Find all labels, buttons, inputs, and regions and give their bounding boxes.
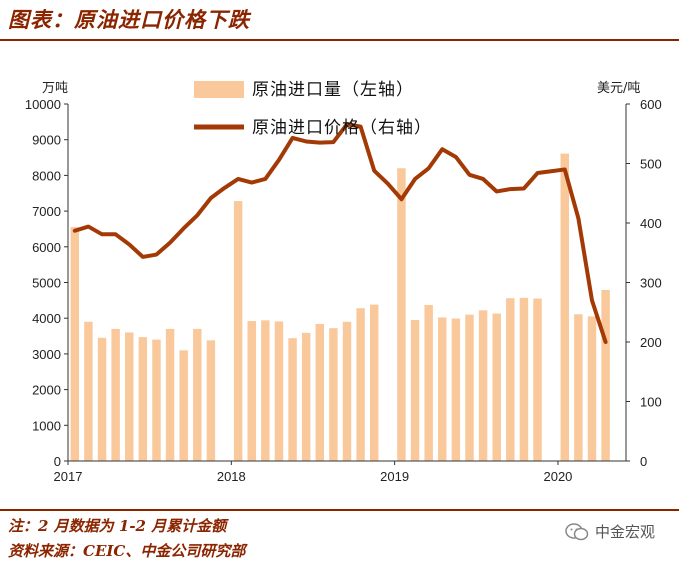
legend-swatch-bar: [194, 81, 244, 98]
right-tick-label: 400: [640, 216, 662, 231]
bar-mark: [587, 316, 597, 461]
left-tick-label: 3000: [32, 347, 61, 362]
right-axis-unit: 美元/吨: [597, 81, 640, 96]
price-line: [72, 122, 608, 344]
right-tick-label: 500: [640, 157, 662, 172]
source-note: 资料来源：CEIC、中金公司研究部: [8, 542, 246, 560]
bar-mark: [397, 168, 406, 461]
title-divider: [0, 39, 679, 41]
bar-mark: [274, 321, 284, 461]
x-tick-label: 2017: [54, 469, 83, 484]
wechat-icon: [565, 522, 589, 540]
footnote: 注：2 月数据为 1-2 月累计金额: [8, 517, 227, 535]
x-tick-label: 2018: [217, 469, 246, 484]
bar-mark: [247, 321, 256, 461]
bar-mark: [206, 340, 216, 461]
bar-mark: [451, 318, 461, 461]
bar-mark: [288, 338, 297, 461]
right-tick-label: 200: [640, 335, 662, 350]
bar-mark: [84, 321, 93, 461]
bar-mark: [356, 308, 365, 461]
bar-mark: [193, 328, 202, 461]
bar-mark: [179, 350, 188, 461]
bar-mark: [410, 319, 420, 461]
x-tick-label: 2019: [380, 469, 409, 484]
bar-mark: [70, 227, 80, 461]
watermark-text: 中金宏观: [595, 523, 656, 541]
bar-mark: [315, 323, 324, 461]
footer-divider: [0, 509, 679, 511]
bar-mark: [478, 310, 488, 461]
bar-mark: [233, 201, 243, 461]
right-tick-label: 600: [640, 97, 662, 112]
bar-mark: [438, 317, 447, 461]
chart-svg: 0100020003000400050006000700080009000100…: [25, 80, 662, 484]
left-tick-label: 4000: [32, 311, 61, 326]
legend: 原油进口量（左轴） 原油进口价格（右轴）: [194, 80, 432, 138]
bar-mark: [97, 337, 107, 461]
left-tick-label: 1000: [32, 418, 61, 433]
bar-mark: [533, 298, 542, 461]
left-tick-label: 7000: [32, 204, 61, 219]
bar-mark: [601, 289, 610, 461]
left-tick-label: 8000: [32, 168, 61, 183]
axes-group: 0100020003000400050006000700080009000100…: [25, 97, 662, 484]
right-tick-label: 100: [640, 395, 662, 410]
left-tick-label: 0: [54, 454, 61, 469]
bar-series-group: [70, 153, 610, 462]
bar-mark: [465, 314, 474, 461]
right-tick-label: 300: [640, 276, 662, 291]
bar-mark: [370, 304, 379, 461]
bar-mark: [424, 304, 433, 461]
bar-mark: [138, 337, 148, 461]
bar-mark: [560, 153, 569, 462]
bar-mark: [574, 314, 583, 461]
right-tick-label: 0: [640, 454, 647, 469]
left-axis-unit: 万吨: [42, 81, 68, 96]
bar-mark: [152, 339, 161, 461]
bar-mark: [261, 320, 270, 461]
legend-label-line: 原油进口价格（右轴）: [252, 118, 432, 138]
chart-title: 图表：原油进口价格下跌: [8, 7, 250, 32]
bar-mark: [329, 328, 338, 461]
left-tick-label: 10000: [25, 97, 61, 112]
x-tick-label: 2020: [543, 469, 572, 484]
bar-mark: [492, 313, 501, 461]
left-tick-label: 2000: [32, 383, 61, 398]
bar-mark: [301, 332, 311, 461]
bar-mark: [342, 321, 352, 461]
line-series-group: [72, 122, 608, 344]
bar-mark: [519, 297, 529, 461]
left-tick-label: 6000: [32, 240, 61, 255]
bar-mark: [125, 332, 134, 461]
bar-mark: [506, 298, 515, 461]
bar-mark: [111, 328, 120, 461]
left-tick-label: 9000: [32, 133, 61, 148]
watermark: 中金宏观: [565, 521, 655, 542]
legend-label-bar: 原油进口量（左轴）: [252, 80, 414, 100]
left-tick-label: 5000: [32, 276, 61, 291]
bar-mark: [165, 328, 175, 461]
